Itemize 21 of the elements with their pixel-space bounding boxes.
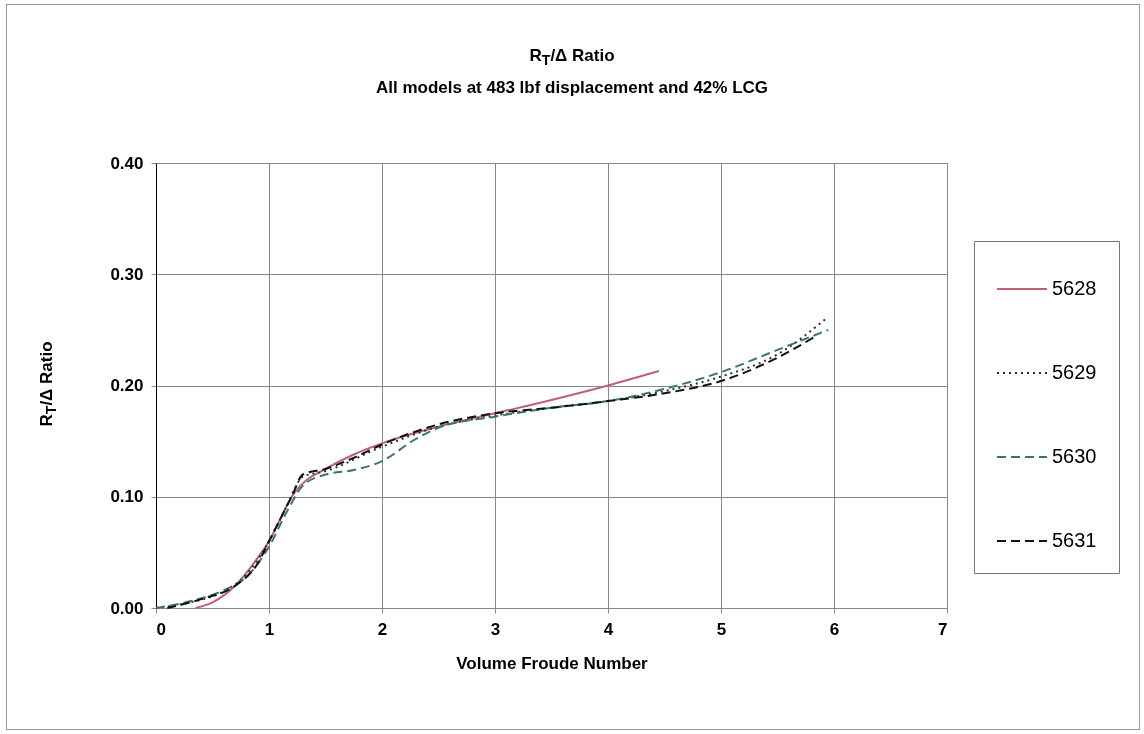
- y-tick-label: 0.10: [110, 487, 144, 507]
- x-tick-label: 0: [156, 619, 166, 639]
- chart-subtitle: All models at 483 lbf displacement and 42% LCG: [374, 77, 770, 100]
- y-tick-label: 0.20: [110, 376, 144, 395]
- legend-label: 5630: [1052, 445, 1097, 467]
- legend-label: 5631: [1052, 529, 1097, 551]
- y-tick-label: 0.00: [110, 598, 144, 618]
- y-tick-label: 0.40: [110, 153, 144, 173]
- chart-title: R$_{T}$/Δ Ratio: [528, 45, 616, 71]
- x-tick-label: 7: [938, 619, 948, 639]
- y-tick-label: 0.30: [110, 264, 144, 284]
- x-tick-label: 3: [490, 619, 501, 639]
- x-tick-label: 5: [716, 619, 727, 639]
- legend-label: 5629: [1052, 361, 1097, 383]
- line-series: [194, 370, 660, 609]
- x-tick-label: 1: [264, 619, 275, 639]
- x-axis-title: Volume Froude Number: [456, 653, 649, 673]
- legend-label: 5628: [1052, 277, 1097, 299]
- x-tick-label: 4: [603, 619, 614, 639]
- x-tick-label: 6: [829, 619, 840, 639]
- x-tick-label: 2: [377, 619, 388, 639]
